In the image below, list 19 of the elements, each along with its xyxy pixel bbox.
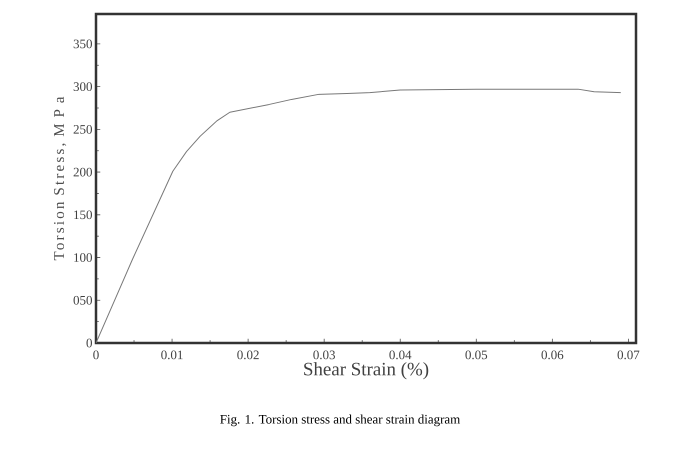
y-tick-label: 100 bbox=[74, 253, 92, 262]
x-tick-label: 0.02 bbox=[237, 350, 259, 360]
x-tick-label: 0 bbox=[93, 350, 99, 360]
y-tick-label: 350 bbox=[74, 40, 92, 48]
y-tick-label: 250 bbox=[74, 124, 92, 134]
x-tick-label: 0.01 bbox=[161, 350, 183, 360]
x-tick-label: 0.07 bbox=[618, 350, 640, 360]
y-tick-label: 050 bbox=[74, 296, 92, 305]
x-tick-label: 0.05 bbox=[465, 350, 488, 360]
x-tick-label: 0.04 bbox=[389, 350, 412, 360]
x-tick-label: 0.03 bbox=[313, 350, 335, 360]
y-tick-label: 0 bbox=[86, 338, 92, 348]
y-tick-label: 300 bbox=[74, 82, 92, 91]
x-axis-title: Shear Strain (%) bbox=[304, 362, 428, 380]
y-tick-label: 150 bbox=[74, 210, 92, 220]
caption: Fig. 1. Torsion stress and shear strain diagram bbox=[220, 414, 460, 426]
y-tick-label: 200 bbox=[74, 168, 92, 176]
x-tick-label: 0.06 bbox=[542, 350, 564, 360]
y-axis-title: Torsion Stress, M P a bbox=[54, 96, 66, 260]
